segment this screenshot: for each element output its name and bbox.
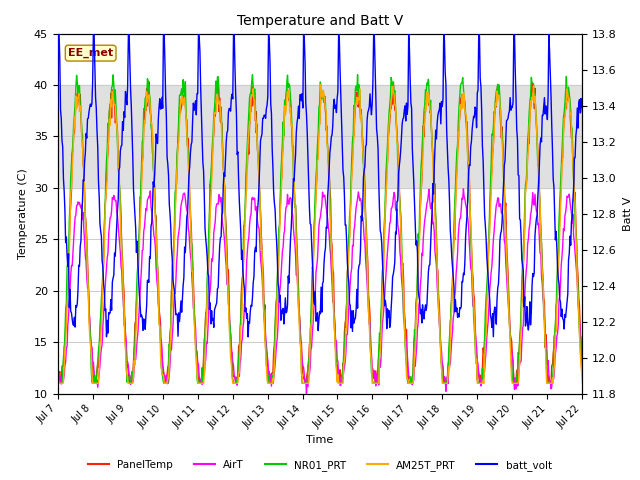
Title: Temperature and Batt V: Temperature and Batt V bbox=[237, 14, 403, 28]
Y-axis label: Temperature (C): Temperature (C) bbox=[18, 168, 28, 259]
Text: EE_met: EE_met bbox=[68, 48, 113, 58]
X-axis label: Time: Time bbox=[307, 435, 333, 445]
Legend: PanelTemp, AirT, NR01_PRT, AM25T_PRT, batt_volt: PanelTemp, AirT, NR01_PRT, AM25T_PRT, ba… bbox=[84, 456, 556, 475]
Y-axis label: Batt V: Batt V bbox=[623, 196, 632, 231]
Bar bbox=[58, 85, 582, 188]
